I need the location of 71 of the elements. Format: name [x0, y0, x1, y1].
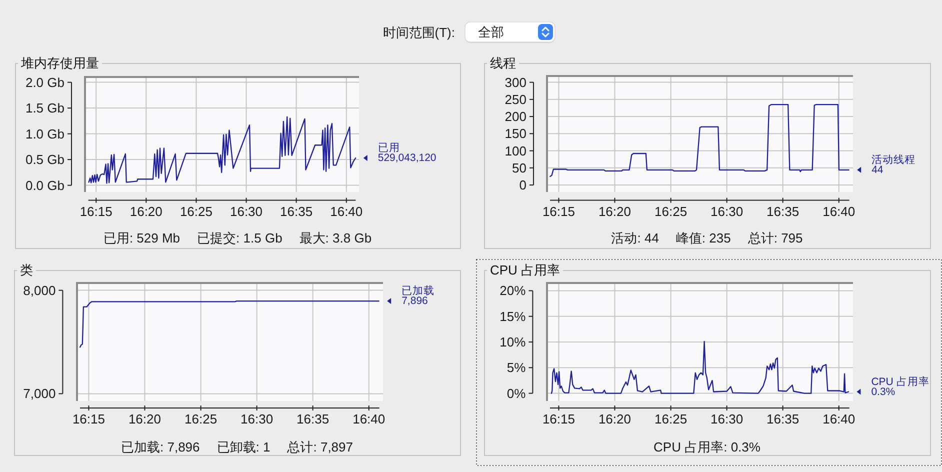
y-tick-label: 200	[504, 109, 526, 124]
text: 已卸载: 1	[216, 440, 270, 454]
y-tick-label: 0.0 Gb	[25, 178, 64, 193]
chart-title: 类	[20, 262, 33, 278]
y-tick-label: 0%	[506, 386, 526, 401]
line-series	[549, 104, 850, 178]
annotation: 44	[872, 164, 884, 176]
y-tick-label: 150	[504, 126, 526, 142]
x-tick-label: 16:20	[598, 204, 632, 219]
text: 已用: 529 Mb	[103, 230, 180, 246]
annotation: 7,896	[402, 295, 428, 308]
text: 已加载	[402, 284, 435, 298]
text: 峰值: 235	[676, 230, 731, 246]
y-tick-label: 2.0 Gb	[25, 74, 64, 90]
y-tick-label: 20%	[500, 283, 526, 298]
x-tick-label: 16:30	[710, 204, 744, 219]
text: 已提交: 1.5 Gb	[197, 230, 282, 246]
chart-title: 堆内存使用量	[20, 56, 99, 70]
y-tick-label: 300	[504, 74, 526, 90]
line-series	[88, 116, 356, 184]
y-tick-label: 0	[519, 178, 526, 192]
y-tick-label: 8,000	[23, 282, 56, 298]
x-tick-label: 16:20	[130, 204, 162, 219]
x-tick-label: 16:40	[330, 204, 363, 219]
line-series	[79, 300, 380, 348]
x-tick-label: 16:40	[822, 204, 856, 219]
x-tick-label: 16:35	[766, 412, 800, 426]
text: CPU 占用率: 0.3%	[654, 440, 761, 454]
x-tick-label: 16:15	[72, 412, 106, 426]
y-tick-label: 1.0 Gb	[25, 126, 64, 142]
text: 已用	[378, 142, 400, 154]
text: CPU 占用率	[871, 374, 930, 388]
y-tick-label: 0.5 Gb	[25, 152, 64, 168]
y-tick-label: 5%	[506, 360, 526, 376]
x-tick-label: 16:40	[822, 412, 856, 426]
annotation: 529,043,120	[378, 152, 436, 164]
text: 总计: 7,897	[286, 440, 353, 454]
y-tick-label: 7,000	[23, 386, 56, 402]
y-tick-label: 15%	[500, 308, 526, 324]
x-tick-label: 16:15	[542, 412, 576, 426]
line-series	[550, 340, 850, 394]
x-tick-label: 16:25	[180, 204, 213, 219]
y-tick-label: 100	[504, 143, 526, 158]
x-tick-label: 16:25	[654, 412, 688, 426]
y-tick-label: 50	[512, 160, 526, 176]
x-tick-label: 16:15	[542, 204, 576, 219]
y-tick-label: 10%	[500, 334, 526, 350]
x-tick-label: 16:30	[230, 204, 263, 219]
y-tick-label: 1.5 Gb	[25, 100, 64, 116]
x-tick-label: 16:25	[654, 204, 688, 219]
x-tick-label: 16:30	[240, 412, 274, 426]
text: 活动线程	[872, 152, 916, 166]
x-tick-label: 16:15	[80, 204, 112, 219]
chart-title: 线程	[490, 56, 516, 70]
text: 已加载: 7,896	[121, 440, 200, 454]
x-tick-label: 16:20	[598, 412, 632, 426]
y-tick-label: 250	[504, 92, 526, 107]
x-tick-label: 16:35	[766, 204, 800, 219]
text: 全部	[478, 24, 504, 40]
x-tick-label: 16:20	[128, 412, 162, 426]
x-tick-label: 16:40	[352, 412, 386, 426]
x-tick-label: 16:30	[710, 412, 744, 426]
x-tick-label: 16:35	[296, 412, 330, 426]
chart-title: CPU 占用率	[490, 262, 560, 278]
text: 最大: 3.8 Gb	[299, 230, 372, 246]
annotation: 0.3%	[871, 386, 896, 398]
x-tick-label: 16:35	[280, 204, 313, 219]
x-tick-label: 16:25	[184, 412, 218, 426]
text: 总计: 795	[746, 230, 803, 246]
text: 时间范围(T):	[382, 25, 455, 40]
text: 活动: 44	[611, 230, 659, 246]
